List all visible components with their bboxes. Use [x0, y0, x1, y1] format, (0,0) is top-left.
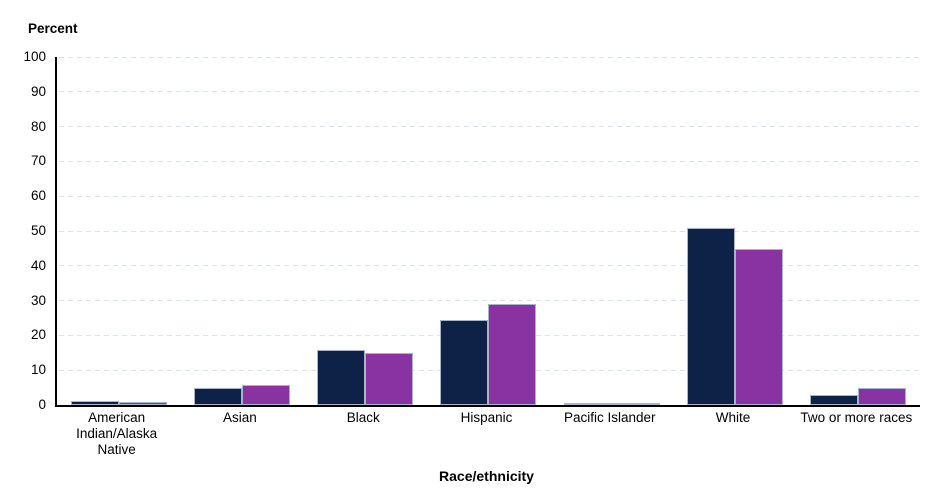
y-axis-ticks: 0 10 20 30 40 50 60 70 80 90 100 — [0, 49, 46, 412]
gridline-80 — [59, 126, 920, 128]
y-tick-label-90: 90 — [30, 83, 46, 99]
gridline-90 — [59, 91, 920, 93]
x-label-cell: Black — [302, 410, 425, 458]
x-label-cell: White — [671, 410, 794, 458]
bar-group — [304, 57, 427, 405]
y-tick-label-70: 70 — [30, 153, 46, 169]
bar-navy-series — [687, 227, 736, 405]
category-label: Two or more races — [800, 410, 913, 425]
bar-purple-series — [488, 304, 537, 405]
x-label-cell: American Indian/Alaska Native — [55, 410, 178, 458]
plot-area — [55, 56, 920, 407]
y-tick-label-30: 30 — [30, 292, 46, 308]
bar-navy-series — [810, 394, 859, 405]
category-label: Pacific Islander — [563, 410, 656, 425]
y-tick-label-10: 10 — [30, 362, 46, 378]
x-label-cell: Pacific Islander — [548, 410, 671, 458]
bar-purple-series — [611, 403, 660, 405]
bar-navy-series — [317, 350, 366, 405]
y-tick-label-20: 20 — [30, 327, 46, 343]
bar-navy-series — [193, 388, 242, 405]
bar-group — [57, 57, 180, 405]
gridline-60 — [59, 195, 920, 197]
category-label: American Indian/Alaska Native — [76, 410, 158, 457]
bar-purple-series — [858, 387, 907, 405]
bars-container — [57, 57, 920, 405]
bar-group — [673, 57, 796, 405]
y-tick-label-50: 50 — [30, 223, 46, 238]
bar-group — [550, 57, 673, 405]
gridline-30 — [59, 300, 920, 302]
bar-purple-series — [365, 352, 414, 405]
category-label: Black — [346, 410, 380, 425]
bar-purple-series — [241, 385, 290, 405]
category-label: Hispanic — [460, 410, 513, 425]
bar-group — [180, 57, 303, 405]
bar-purple-series — [735, 249, 784, 405]
y-tick-label-0: 0 — [38, 397, 46, 412]
bar-purple-series — [118, 401, 167, 405]
bar-group — [797, 57, 920, 405]
bar-group — [427, 57, 550, 405]
gridline-100 — [59, 56, 920, 58]
x-label-cell: Hispanic — [425, 410, 548, 458]
gridline-70 — [59, 160, 920, 162]
y-axis-title: Percent — [28, 21, 78, 36]
x-label-cell: Two or more races — [795, 410, 918, 458]
x-label-cell: Asian — [178, 410, 301, 458]
y-tick-label-60: 60 — [30, 188, 46, 204]
y-tick-label-80: 80 — [30, 118, 46, 134]
category-label: Asian — [223, 410, 257, 425]
gridline-40 — [59, 265, 920, 267]
category-label: White — [715, 410, 751, 425]
y-tick-label-100: 100 — [23, 49, 46, 64]
bar-navy-series — [440, 320, 489, 405]
y-tick-label-40: 40 — [30, 257, 46, 273]
x-axis-category-labels: American Indian/Alaska Native Asian Black H… — [55, 410, 918, 458]
x-axis-title: Race/ethnicity — [439, 468, 534, 484]
bar-navy-series — [70, 400, 119, 405]
gridline-50 — [59, 230, 920, 232]
bar-navy-series — [563, 403, 612, 405]
